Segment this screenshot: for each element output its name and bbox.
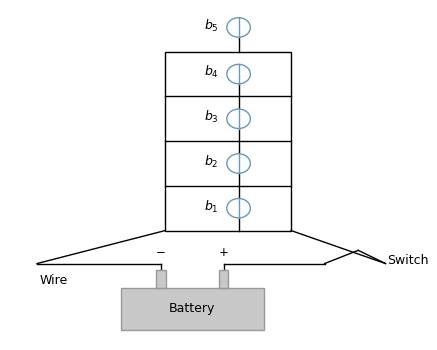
Text: $b_5$: $b_5$ xyxy=(204,18,218,34)
Circle shape xyxy=(227,154,250,173)
Text: $b_1$: $b_1$ xyxy=(204,198,218,215)
Text: $b_2$: $b_2$ xyxy=(204,154,218,170)
Text: Switch: Switch xyxy=(388,253,429,267)
Text: $b_3$: $b_3$ xyxy=(204,109,218,125)
Text: Battery: Battery xyxy=(169,302,215,315)
Circle shape xyxy=(227,198,250,218)
FancyBboxPatch shape xyxy=(219,271,229,288)
FancyBboxPatch shape xyxy=(165,52,291,231)
Text: +: + xyxy=(219,246,229,259)
Circle shape xyxy=(227,109,250,128)
Text: $b_4$: $b_4$ xyxy=(204,64,218,81)
Text: −: − xyxy=(156,246,166,259)
Text: Wire: Wire xyxy=(39,274,67,287)
FancyBboxPatch shape xyxy=(156,271,166,288)
Circle shape xyxy=(227,18,250,37)
Circle shape xyxy=(227,64,250,84)
FancyBboxPatch shape xyxy=(121,288,264,329)
